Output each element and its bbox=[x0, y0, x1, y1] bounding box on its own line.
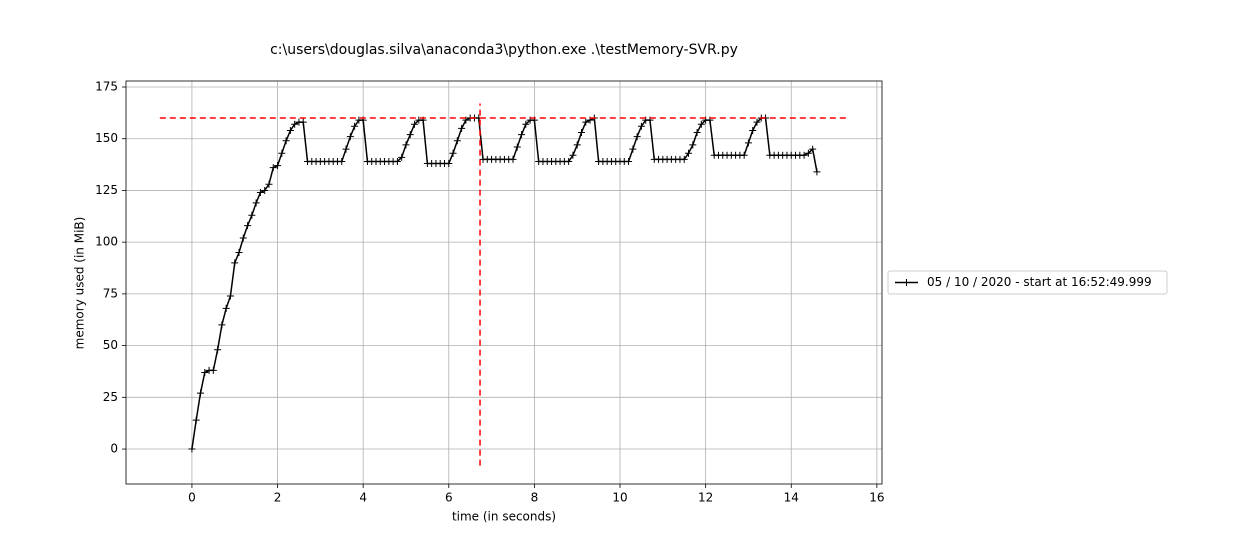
data-point bbox=[278, 149, 286, 157]
y-tick-label: 125 bbox=[95, 183, 118, 197]
data-line bbox=[191, 116, 818, 450]
data-point bbox=[346, 133, 354, 141]
data-point bbox=[458, 124, 466, 132]
x-tick-label: 12 bbox=[698, 491, 713, 505]
data-point bbox=[188, 445, 196, 453]
data-point bbox=[522, 120, 530, 128]
data-point bbox=[218, 321, 226, 329]
data-point bbox=[239, 234, 247, 242]
data-point bbox=[342, 145, 350, 153]
data-point bbox=[693, 129, 701, 137]
data-point bbox=[235, 249, 243, 257]
data-point bbox=[625, 157, 633, 165]
y-tick-label: 50 bbox=[103, 338, 118, 352]
data-point bbox=[402, 141, 410, 149]
data-point bbox=[809, 145, 817, 153]
data-point bbox=[222, 304, 230, 312]
plot-frame bbox=[125, 80, 883, 485]
data-point bbox=[453, 137, 461, 145]
data-point bbox=[633, 133, 641, 141]
data-point bbox=[813, 168, 821, 176]
data-point bbox=[449, 149, 457, 157]
data-point bbox=[689, 141, 697, 149]
data-point bbox=[573, 141, 581, 149]
y-tick-label: 75 bbox=[103, 286, 118, 300]
x-tick-label: 8 bbox=[531, 491, 539, 505]
chart-title: c:\users\douglas.silva\anaconda3\python.… bbox=[270, 42, 738, 58]
data-point bbox=[804, 149, 812, 157]
data-point bbox=[226, 292, 234, 300]
data-point bbox=[398, 153, 406, 161]
data-point bbox=[299, 118, 307, 126]
x-tick-label: 16 bbox=[869, 491, 884, 505]
data-point bbox=[685, 149, 693, 157]
data-point bbox=[282, 137, 290, 145]
data-point bbox=[214, 346, 222, 354]
data-point bbox=[509, 155, 517, 163]
data-point bbox=[192, 416, 200, 424]
y-tick-label: 150 bbox=[95, 131, 118, 145]
data-point bbox=[265, 180, 273, 188]
data-point bbox=[462, 116, 470, 124]
data-point bbox=[274, 162, 282, 170]
data-point bbox=[577, 129, 585, 137]
data-point bbox=[269, 164, 277, 172]
data-point bbox=[248, 211, 256, 219]
data-point bbox=[637, 122, 645, 130]
y-tick-label: 0 bbox=[110, 442, 118, 456]
data-point bbox=[406, 131, 414, 139]
data-point bbox=[582, 118, 590, 126]
data-point bbox=[209, 366, 217, 374]
x-tick-label: 0 bbox=[188, 491, 196, 505]
data-point bbox=[286, 126, 294, 134]
data-point bbox=[261, 186, 269, 194]
y-tick-label: 25 bbox=[103, 390, 118, 404]
x-tick-label: 10 bbox=[612, 491, 627, 505]
y-tick-label: 175 bbox=[95, 79, 118, 93]
data-point bbox=[565, 157, 573, 165]
data-point bbox=[749, 126, 757, 134]
legend-box bbox=[887, 270, 1168, 295]
data-point bbox=[231, 259, 239, 267]
data-point bbox=[629, 145, 637, 153]
data-point bbox=[411, 120, 419, 128]
x-tick-label: 4 bbox=[359, 491, 367, 505]
x-tick-label: 6 bbox=[445, 491, 453, 505]
data-point bbox=[753, 118, 761, 126]
data-point bbox=[744, 139, 752, 147]
data-point bbox=[445, 160, 453, 168]
data-point bbox=[351, 122, 359, 130]
data-point bbox=[569, 151, 577, 159]
x-tick-label: 2 bbox=[274, 491, 282, 505]
data-point bbox=[800, 151, 808, 159]
legend-label: 05 / 10 / 2020 - start at 16:52:49.999 bbox=[927, 275, 1152, 289]
x-axis-label: time (in seconds) bbox=[452, 510, 556, 524]
data-point bbox=[740, 151, 748, 159]
data-point bbox=[201, 368, 209, 376]
legend-marker bbox=[903, 279, 910, 286]
y-tick-label: 100 bbox=[95, 235, 118, 249]
data-point bbox=[196, 389, 204, 397]
y-axis-label: memory used (in MiB) bbox=[73, 217, 87, 350]
x-tick-label: 14 bbox=[784, 491, 799, 505]
data-point bbox=[393, 157, 401, 165]
data-point bbox=[256, 189, 264, 197]
data-point bbox=[513, 143, 521, 151]
data-point bbox=[244, 222, 252, 230]
data-point bbox=[518, 131, 526, 139]
data-point bbox=[680, 155, 688, 163]
data-point bbox=[291, 120, 299, 128]
data-point bbox=[338, 157, 346, 165]
data-point bbox=[252, 199, 260, 207]
data-point bbox=[697, 120, 705, 128]
